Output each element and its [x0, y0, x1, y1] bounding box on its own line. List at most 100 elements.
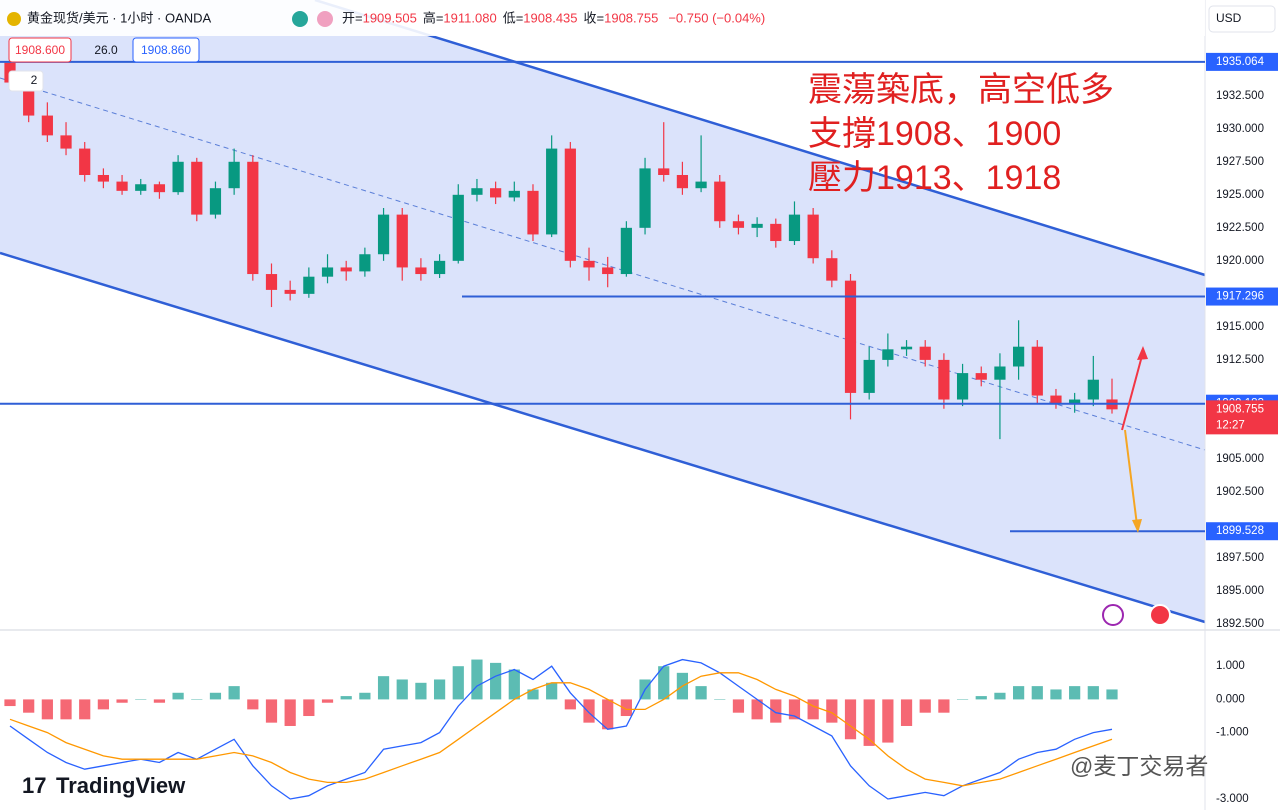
brand-logo: 17 — [22, 773, 46, 798]
candle-body — [844, 280, 857, 393]
indicator-count: 2 — [31, 73, 38, 87]
histogram-bar — [807, 699, 819, 720]
y-tick-label: 1897.500 — [1216, 552, 1264, 564]
histogram-bar — [247, 699, 259, 710]
signal-line — [9, 672, 1113, 787]
candle-body — [359, 254, 371, 272]
histogram-bar — [1069, 686, 1081, 700]
candle-body — [1013, 346, 1025, 367]
histogram-bar — [975, 696, 987, 700]
histogram-bar — [863, 699, 875, 746]
ohlc-label: 收= — [584, 10, 605, 25]
event-icon[interactable] — [1102, 604, 1124, 626]
histogram-bar — [900, 699, 913, 726]
candle-body — [1050, 395, 1062, 404]
candle-body — [564, 148, 576, 261]
histogram-bar — [340, 696, 352, 700]
ask-box[interactable] — [132, 37, 200, 63]
histogram-bar — [770, 699, 782, 723]
flag-icon[interactable] — [1149, 604, 1171, 626]
candle-body — [153, 184, 166, 193]
countdown: 12:27 — [1216, 419, 1245, 431]
spread: 26.0 — [94, 43, 118, 57]
macd-line — [9, 658, 1113, 800]
brand: TradingView — [56, 773, 186, 798]
ohlc: 开= 1909.505 高= 1911.080 低= 1908.435 收= 1908.755… — [342, 10, 765, 25]
candle-body — [191, 161, 203, 215]
histogram-bar — [1013, 686, 1025, 700]
candle-body — [79, 148, 91, 175]
candle-body — [303, 276, 315, 294]
histogram-bar — [602, 699, 614, 730]
ohlc-label: 高= — [423, 10, 444, 25]
histogram-bar — [321, 699, 334, 703]
annotation: 支撐1908、1900 — [808, 115, 1061, 153]
ohlc-value: 1908.755 — [604, 10, 658, 25]
annotation: 震蕩築底，高空低多 — [808, 71, 1114, 109]
y-tick-label: 1895.000 — [1216, 585, 1264, 597]
histogram-bar — [284, 699, 296, 726]
change: −0.750 (−0.04%) — [668, 10, 765, 25]
candle-body — [247, 161, 259, 275]
histogram-bar — [97, 699, 109, 710]
y-tick-label: 1902.500 — [1216, 486, 1264, 498]
level-label: 1908.755 — [1216, 403, 1264, 415]
histogram-bar — [79, 699, 91, 720]
arrow-down-head — [1132, 519, 1142, 533]
y-tick-label: 1905.000 — [1216, 453, 1264, 465]
y-tick-label: 1930.000 — [1216, 123, 1264, 135]
histogram-bar — [265, 699, 278, 723]
level-label-bg — [1206, 52, 1278, 71]
histogram-bar — [191, 699, 203, 700]
histogram-bar — [919, 699, 931, 713]
candle-body — [1069, 399, 1081, 404]
candle-body — [321, 267, 334, 277]
candle-body — [863, 359, 875, 393]
symbol-icon — [7, 12, 21, 26]
candle-body — [639, 168, 651, 228]
histogram-bar — [303, 699, 315, 717]
histogram-bar — [546, 682, 558, 700]
candle-body — [41, 115, 53, 136]
ohlc-value: 1909.505 — [363, 10, 417, 25]
candle-body — [994, 366, 1006, 380]
histogram-bar — [1106, 689, 1118, 700]
level-label-bg — [1206, 522, 1278, 541]
level-label: 1935.064 — [1216, 56, 1265, 68]
level-label: 1899.528 — [1216, 525, 1264, 537]
y-tick-label: -1.000 — [1216, 727, 1249, 739]
histogram-bar — [209, 692, 222, 700]
histogram-bar — [527, 689, 539, 700]
y-tick-label: -3.000 — [1216, 793, 1249, 805]
symbol[interactable]: 黄金现货/美元 · 1小时 · OANDA — [27, 10, 212, 25]
candle-body — [583, 260, 595, 268]
histogram-bar — [452, 666, 464, 700]
histogram-bar — [695, 686, 707, 700]
candle-body — [900, 346, 913, 350]
ohlc-label: 开= — [342, 10, 363, 25]
histogram-bar — [882, 699, 894, 743]
histogram-bar — [583, 699, 595, 723]
candle-body — [676, 174, 689, 189]
histogram-bar — [564, 699, 576, 710]
histogram-bar — [844, 699, 857, 740]
candle-body — [228, 161, 240, 189]
histogram-bar — [714, 699, 726, 700]
y-tick-label: 1892.500 — [1216, 618, 1264, 630]
candle-body — [732, 221, 745, 228]
candle-body — [527, 190, 539, 235]
histogram-bar — [359, 692, 371, 700]
indicator-toggle[interactable] — [8, 70, 44, 92]
y-tick-label: 1920.000 — [1216, 255, 1264, 267]
candle-body — [23, 82, 35, 116]
currency-button[interactable] — [1208, 5, 1276, 33]
candle-body — [751, 223, 763, 228]
channel-upper — [314, 0, 1206, 277]
candle-body — [546, 148, 558, 235]
candle-body — [490, 188, 502, 198]
histogram-bar — [788, 699, 801, 720]
bid-box[interactable] — [8, 37, 72, 63]
candle-body — [415, 267, 427, 275]
y-tick-label: 1925.000 — [1216, 189, 1264, 201]
